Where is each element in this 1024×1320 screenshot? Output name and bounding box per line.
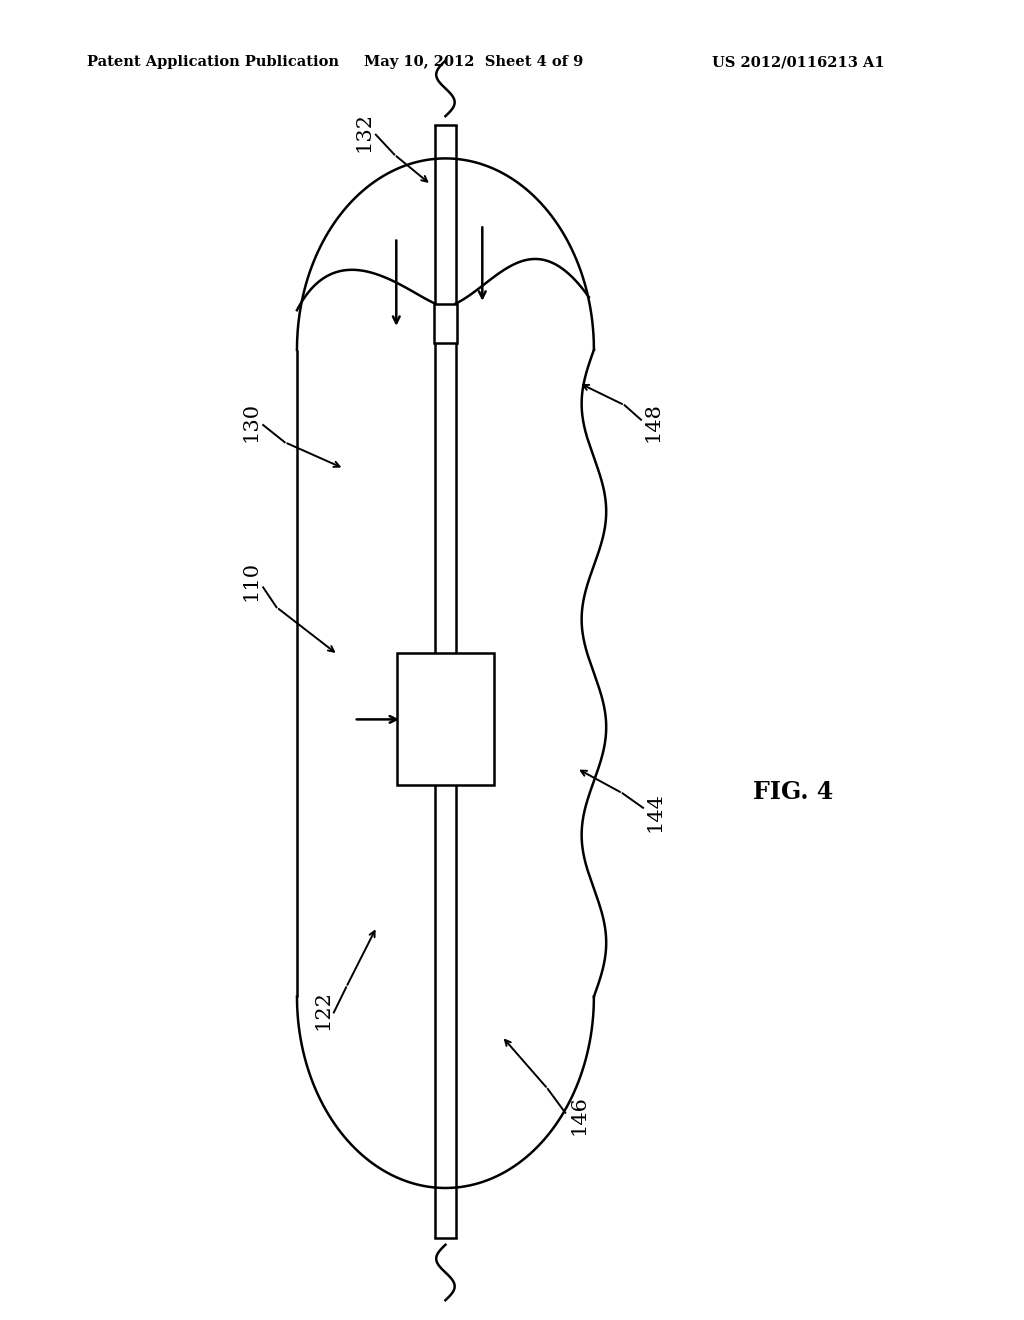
Text: 146: 146 [569,1096,588,1135]
Text: 122: 122 [313,990,332,1030]
Text: 132: 132 [354,112,373,152]
Bar [434,304,457,343]
Text: 110: 110 [242,561,260,601]
Text: 130: 130 [242,403,260,442]
Text: US 2012/0116213 A1: US 2012/0116213 A1 [712,55,885,70]
Text: FIG. 4: FIG. 4 [754,780,834,804]
Text: Patent Application Publication: Patent Application Publication [87,55,339,70]
Text: 144: 144 [646,792,665,832]
Bar [397,653,495,785]
Text: 148: 148 [644,403,663,442]
Text: May 10, 2012  Sheet 4 of 9: May 10, 2012 Sheet 4 of 9 [364,55,583,70]
